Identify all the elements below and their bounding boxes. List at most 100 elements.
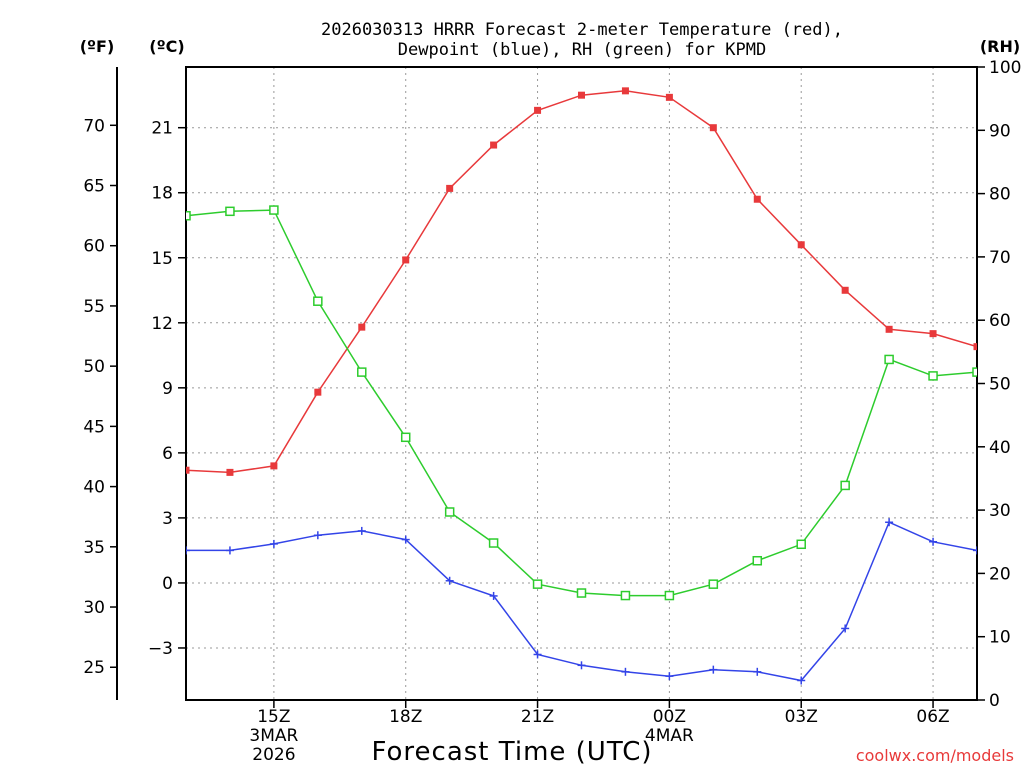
rh-point — [532, 579, 543, 589]
temperature-point — [797, 241, 805, 249]
temperature-point — [226, 468, 234, 476]
rh-point — [972, 367, 977, 377]
x-tick-label: 21Z — [521, 707, 554, 727]
temperature-point — [358, 323, 366, 331]
dewpoint-point — [577, 661, 586, 670]
rh-point — [664, 590, 675, 601]
celsius-tick-label: 3 — [162, 509, 173, 529]
dewpoint-point — [885, 518, 894, 527]
dewpoint-line — [186, 521, 977, 682]
fahrenheit-tick-label: 40 — [83, 478, 105, 498]
fahrenheit-tick-label: 50 — [83, 357, 105, 377]
x-tick-label: 06Z — [916, 707, 949, 727]
celsius-tick-label: 21 — [151, 119, 173, 139]
x-tick-date-label: 3MAR — [249, 726, 298, 746]
fahrenheit-tick-label: 65 — [83, 177, 105, 197]
fahrenheit-unit-label: (ºF) — [80, 37, 115, 56]
fahrenheit-tick-label: 55 — [83, 297, 105, 317]
celsius-unit-label: (ºC) — [149, 37, 184, 56]
rh-tick-label: 10 — [989, 628, 1011, 648]
celsius-tick-label: 9 — [162, 379, 173, 399]
temperature-point — [665, 93, 673, 101]
temperature-point — [446, 184, 454, 192]
rh-point — [225, 206, 235, 217]
rh-tick-label: 40 — [989, 438, 1011, 458]
temperature-line — [186, 90, 977, 474]
rh-point — [357, 367, 367, 377]
rh-unit-label: (RH) — [980, 37, 1020, 56]
dewpoint-point — [186, 546, 190, 555]
temperature-point — [578, 91, 585, 99]
dewpoint-point — [357, 526, 366, 535]
rh-tick-label: 20 — [989, 564, 1011, 584]
temperature-point — [186, 466, 190, 474]
temperature-point — [621, 87, 629, 95]
fahrenheit-tick-label: 45 — [83, 417, 105, 437]
rh-tick-label: 0 — [989, 691, 1000, 711]
x-tick-label: 15Z — [257, 707, 290, 727]
dewpoint-point — [401, 535, 410, 544]
temperature-point — [885, 325, 893, 333]
rh-point — [186, 211, 191, 221]
dewpoint-point — [665, 672, 674, 681]
temperature-point — [270, 462, 278, 470]
x-tick-label: 18Z — [389, 707, 422, 727]
data-series — [186, 87, 977, 685]
fahrenheit-tick-label: 30 — [83, 598, 105, 618]
rh-point — [444, 507, 455, 517]
fahrenheit-tick-label: 25 — [83, 658, 105, 678]
dewpoint-point — [269, 539, 278, 548]
temperature-point — [402, 256, 410, 264]
rh-tick-label: 80 — [989, 185, 1011, 205]
dewpoint-point — [797, 676, 806, 685]
x-tick-label: 00Z — [653, 707, 686, 727]
x-tick-label: 03Z — [785, 707, 818, 727]
chart-title-line1: 2026030313 HRRR Forecast 2-meter Tempera… — [321, 20, 843, 40]
rh-point — [488, 538, 499, 548]
celsius-tick-label: 6 — [162, 444, 173, 464]
temperature-point — [534, 106, 542, 114]
axes: −3 0 3 6 9 12 15 18 21 25 30 35 40 45 50 55 60 65 70 0 10 20 3… — [83, 58, 1021, 765]
rh-tick-label: 30 — [989, 501, 1011, 521]
rh-point — [708, 579, 719, 589]
rh-point — [620, 590, 631, 601]
celsius-tick-label: 15 — [151, 249, 173, 269]
rh-point — [796, 539, 806, 550]
dewpoint-point — [709, 665, 718, 674]
rh-point — [752, 555, 763, 566]
dewpoint-point — [533, 650, 542, 659]
rh-tick-label: 100 — [989, 58, 1021, 78]
celsius-tick-label: 18 — [151, 184, 173, 204]
dewpoint-point — [225, 546, 234, 555]
gridlines — [186, 67, 977, 700]
dewpoint-point — [445, 576, 454, 585]
fahrenheit-tick-label: 60 — [83, 237, 105, 257]
dewpoint-point — [489, 591, 498, 600]
temperature-point — [314, 388, 322, 396]
dewpoint-point — [973, 546, 977, 555]
rh-point — [269, 205, 279, 215]
dewpoint-point — [753, 667, 762, 676]
rh-tick-label: 90 — [989, 121, 1011, 141]
dewpoint-point — [621, 667, 630, 676]
x-axis-title: Forecast Time (UTC) — [371, 737, 652, 767]
temperature-point — [753, 195, 761, 203]
celsius-tick-label: 12 — [151, 314, 173, 334]
rh-point — [928, 371, 938, 381]
x-tick-year-label: 2026 — [252, 745, 295, 765]
fahrenheit-tick-label: 35 — [83, 538, 105, 558]
rh-tick-label: 60 — [989, 311, 1011, 331]
rh-tick-label: 50 — [989, 375, 1011, 395]
rh-point — [313, 296, 323, 306]
celsius-tick-label: −3 — [148, 639, 173, 659]
credit-text: coolwx.com/models — [856, 746, 1014, 765]
x-tick-date-label: 4MAR — [645, 726, 694, 746]
temperature-point — [929, 330, 937, 338]
rh-point — [884, 354, 894, 365]
temperature-point — [973, 343, 977, 351]
series-clip-group — [186, 87, 977, 685]
rh-point — [576, 588, 587, 598]
dewpoint-point — [841, 624, 850, 633]
dewpoint-point — [313, 531, 322, 540]
